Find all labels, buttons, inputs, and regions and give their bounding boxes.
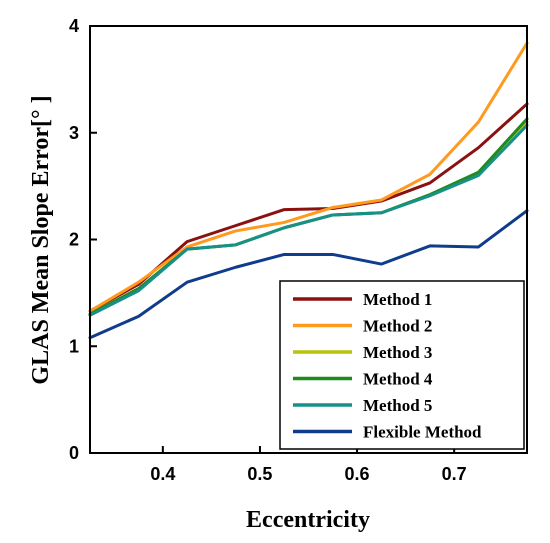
series-line-2 bbox=[88, 41, 529, 313]
x-axis-title: Eccentricity bbox=[246, 507, 370, 533]
legend-label-3: Method 3 bbox=[363, 343, 432, 362]
x-tick-label: 0.5 bbox=[247, 464, 272, 484]
x-tick-label: 0.6 bbox=[345, 464, 370, 484]
x-axis-ticks: 0.4 0.5 0.6 0.7 bbox=[150, 446, 467, 484]
legend-label-2: Method 2 bbox=[363, 317, 432, 336]
legend: Method 1 Method 2 Method 3 Method 4 Method 5… bbox=[279, 280, 525, 450]
x-tick-label: 0.4 bbox=[150, 464, 175, 484]
y-tick-label: 1 bbox=[69, 336, 79, 356]
legend-label-4: Method 4 bbox=[363, 370, 433, 389]
series-line-5 bbox=[88, 123, 529, 317]
y-tick-label: 0 bbox=[69, 443, 79, 463]
y-axis-ticks: 0 1 2 3 4 bbox=[69, 16, 97, 463]
series-line-1 bbox=[88, 102, 529, 313]
y-tick-label: 4 bbox=[69, 16, 79, 36]
x-tick-label: 0.7 bbox=[442, 464, 467, 484]
series-line-6 bbox=[88, 209, 529, 340]
legend-label-6: Flexible Method bbox=[363, 423, 482, 442]
y-tick-label: 2 bbox=[69, 230, 79, 250]
plot-lines bbox=[88, 41, 529, 340]
legend-label-5: Method 5 bbox=[363, 396, 432, 415]
y-tick-label: 3 bbox=[69, 123, 79, 143]
legend-box bbox=[279, 280, 525, 450]
y-axis-title: GLAS Mean Slope Error[° ] bbox=[28, 95, 54, 384]
legend-label-1: Method 1 bbox=[363, 290, 432, 309]
